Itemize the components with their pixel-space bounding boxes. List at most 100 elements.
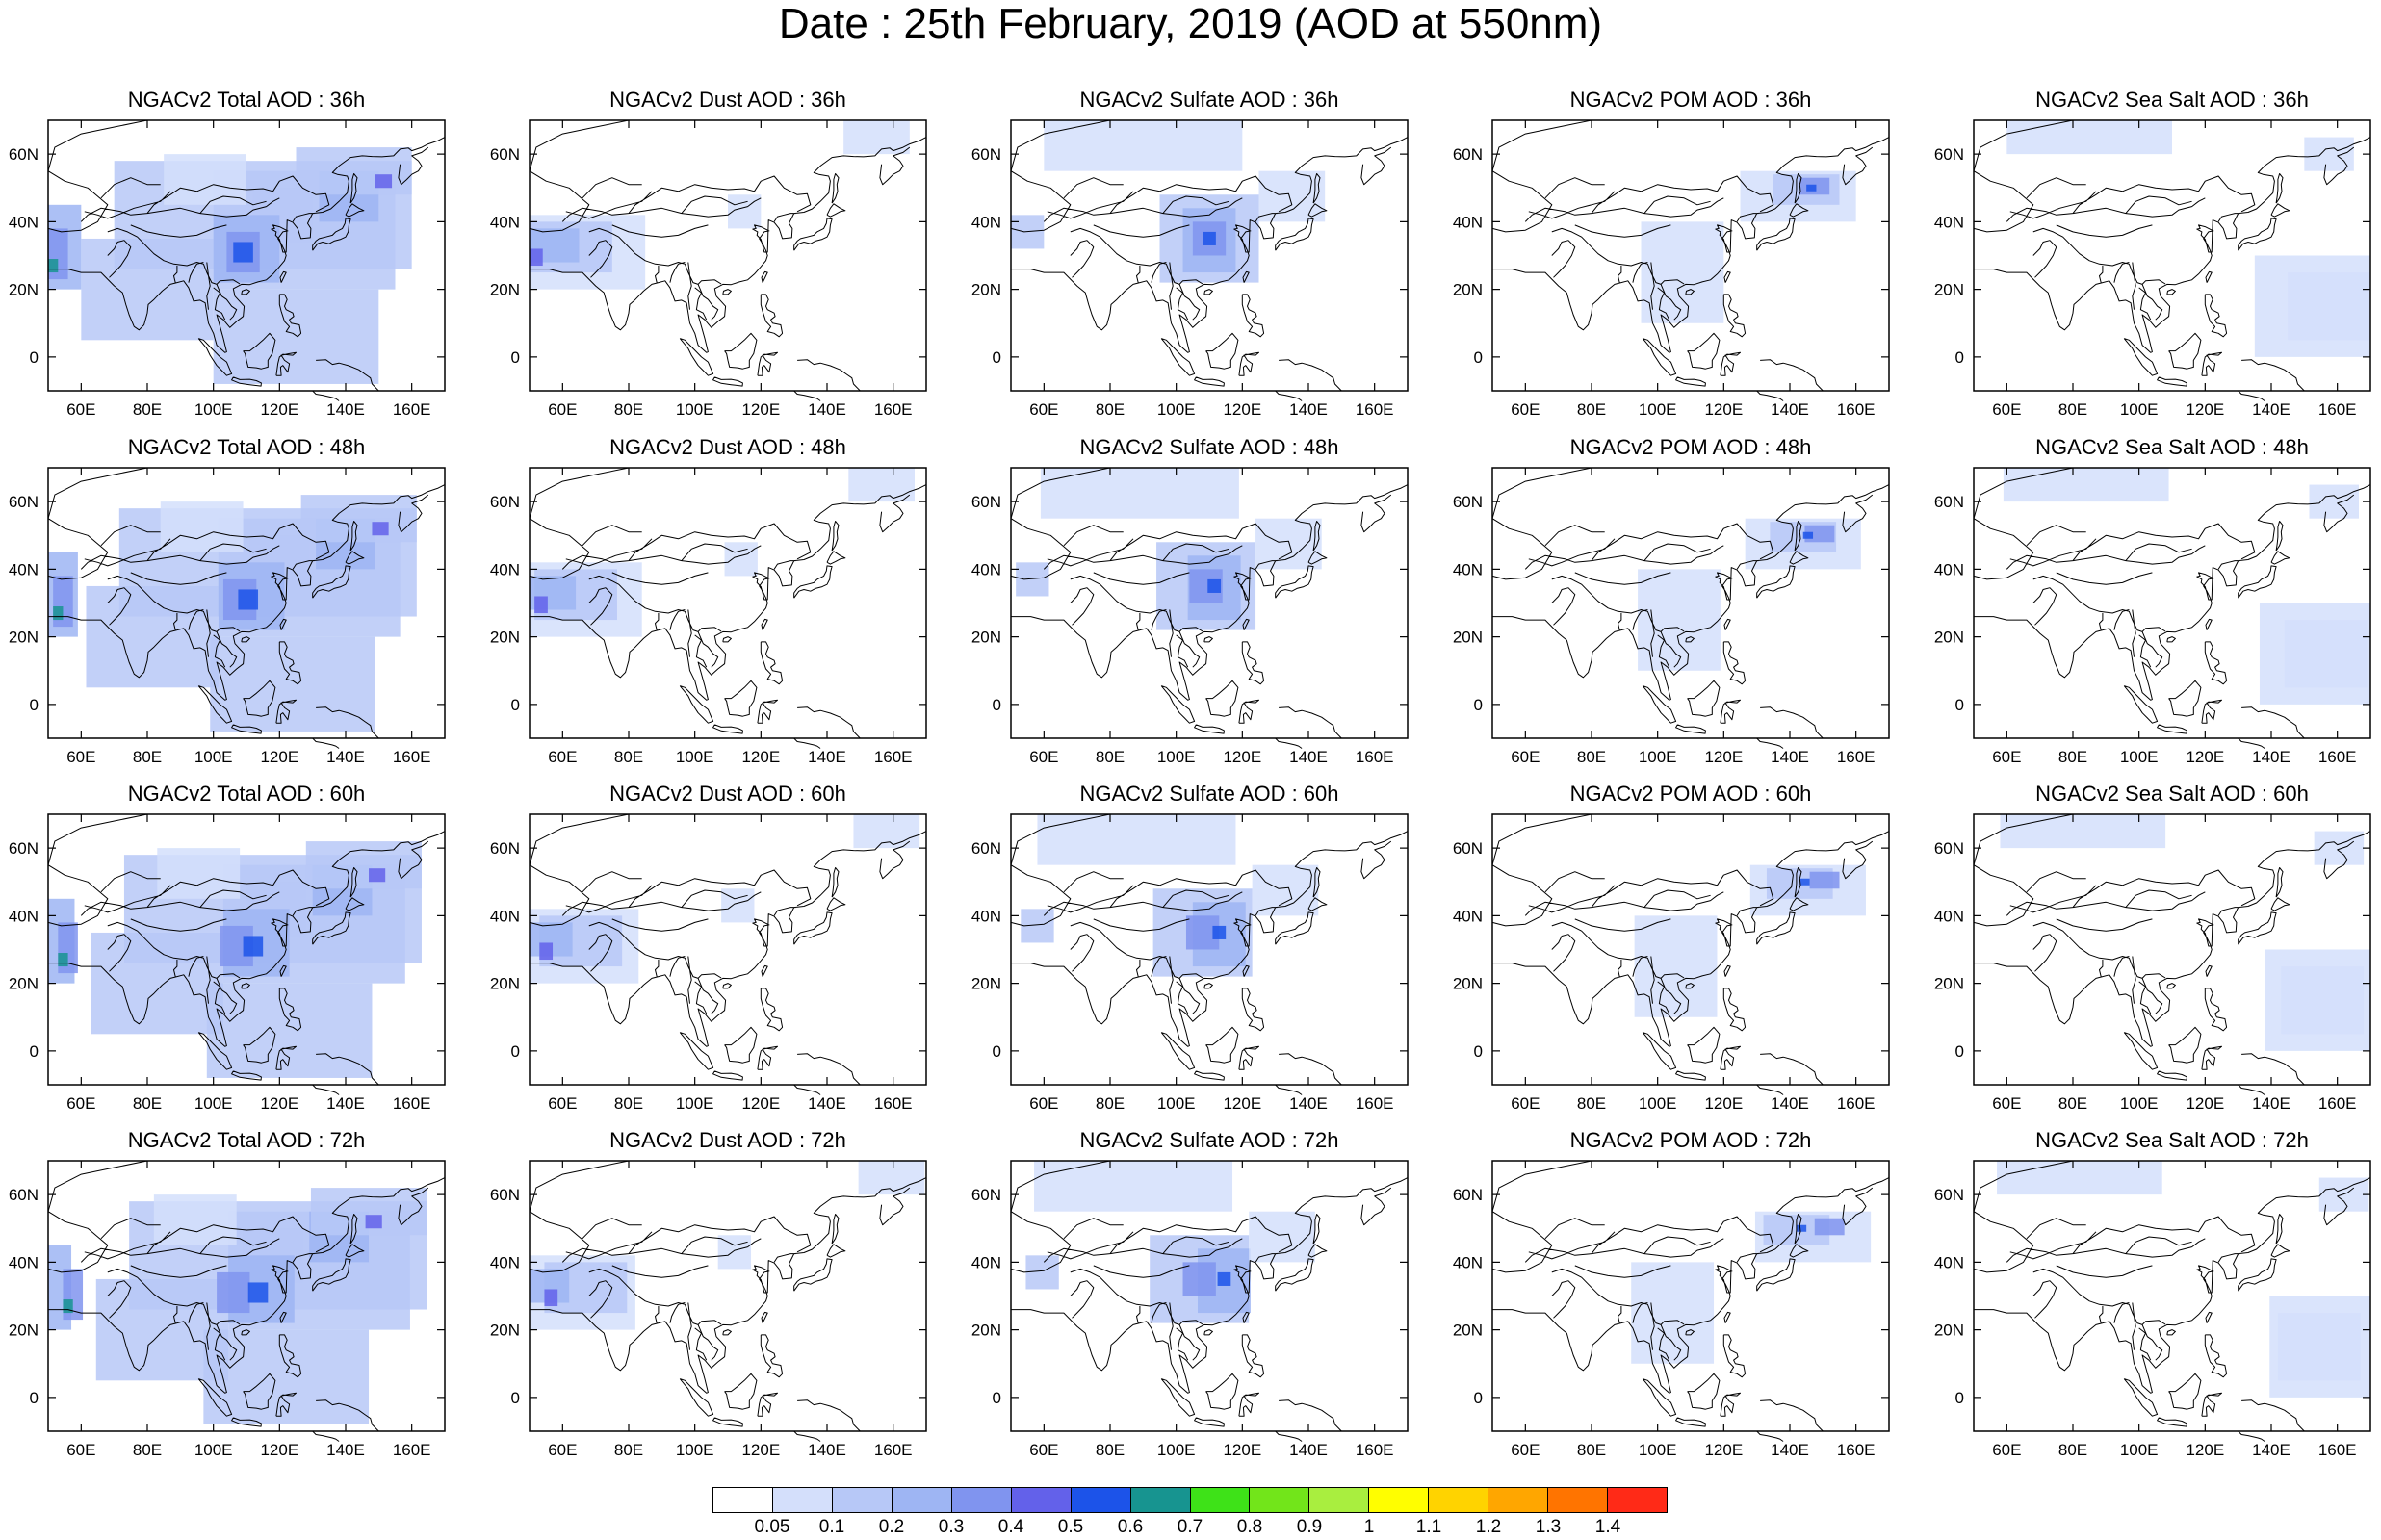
lat-tick-label: 20N	[490, 629, 520, 647]
aod-cell	[243, 936, 264, 957]
panel-title: NGACv2 Sea Salt AOD : 60h	[2035, 782, 2309, 806]
lon-tick-label: 60E	[1992, 1441, 2021, 1459]
panel-title: NGACv2 Dust AOD : 60h	[609, 782, 846, 806]
lat-tick-label: 60N	[1934, 1186, 1964, 1204]
aod-cell	[1207, 578, 1222, 593]
aod-cell	[48, 259, 59, 273]
lon-tick-label: 80E	[614, 748, 643, 766]
lon-tick-label: 100E	[2120, 748, 2159, 766]
map-border	[1973, 813, 2371, 1086]
coastline	[1973, 813, 2371, 1095]
lon-tick-label: 160E	[2318, 1094, 2357, 1113]
lon-tick-label: 140E	[2252, 748, 2290, 766]
lat-tick-label: 40N	[971, 560, 1001, 578]
lon-tick-label: 80E	[1577, 1094, 1606, 1113]
figure-title: Date : 25th February, 2019 (AOD at 550nm…	[778, 0, 1603, 47]
lon-tick-label: 80E	[614, 400, 643, 419]
lon-tick-label: 100E	[676, 400, 714, 419]
map-border	[1010, 119, 1409, 392]
coastline	[1973, 1160, 2371, 1442]
lat-tick-label: 20N	[1453, 629, 1483, 647]
lat-tick-label: 60N	[1934, 839, 1964, 858]
aod-cell	[300, 495, 417, 543]
map-border	[529, 1160, 927, 1432]
panel-title: NGACv2 POM AOD : 48h	[1569, 435, 1812, 459]
lon-tick-label: 140E	[2252, 1441, 2290, 1459]
colorbar-label: 0.8	[1236, 1517, 1263, 1537]
aod-cell	[305, 841, 422, 889]
aod-cell	[95, 1278, 229, 1381]
lon-tick-label: 120E	[1223, 748, 1261, 766]
lat-tick-label: 20N	[971, 975, 1001, 993]
lat-tick-label: 40N	[9, 1253, 39, 1271]
aod-cell	[858, 1161, 925, 1195]
map-border	[47, 1160, 446, 1432]
lon-tick-label: 160E	[1356, 400, 1394, 419]
aod-cell	[1040, 468, 1239, 519]
colorbar-box	[1548, 1488, 1609, 1512]
colorbar-label: 0.7	[1177, 1517, 1203, 1537]
coastline	[529, 119, 927, 401]
panel-title: NGACv2 Sulfate AOD : 48h	[1079, 435, 1339, 459]
aod-map-sulfate-36h: 60E 80E 100E 120E 140E 160E 0 20N 40N 60N	[971, 119, 1409, 419]
lat-tick-label: 0	[511, 1389, 520, 1407]
coastline	[1491, 813, 1890, 1095]
lon-tick-label: 120E	[1704, 748, 1743, 766]
aod-shading	[48, 495, 417, 732]
lat-tick-label: 20N	[971, 1322, 1001, 1340]
panel-title: NGACv2 POM AOD : 36h	[1569, 88, 1812, 112]
aod-shading	[1011, 120, 1326, 283]
aod-cell	[1799, 878, 1810, 886]
lat-tick-label: 0	[993, 696, 1001, 714]
aod-map-total-36h: 60E 80E 100E 120E 140E 160E 0 20N 40N 60N	[9, 119, 446, 419]
panel-title: NGACv2 Sea Salt AOD : 72h	[2035, 1128, 2309, 1152]
lat-tick-label: 60N	[971, 1186, 1001, 1204]
lat-tick-label: 60N	[9, 145, 39, 164]
aod-cell	[210, 636, 375, 732]
panel-title: NGACv2 Sulfate AOD : 60h	[1079, 782, 1339, 806]
lon-tick-label: 100E	[1639, 1441, 1677, 1459]
lon-tick-label: 140E	[326, 1094, 365, 1113]
aod-shading	[530, 468, 915, 637]
aod-cell	[164, 154, 246, 205]
lon-tick-label: 140E	[1771, 748, 1809, 766]
aod-cell	[2284, 620, 2368, 688]
lon-tick-label: 160E	[1837, 1094, 1876, 1113]
lon-tick-label: 120E	[260, 1441, 298, 1459]
colorbar-label: 0.1	[818, 1517, 845, 1537]
aod-map-dust-72h: 60E 80E 100E 120E 140E 160E 0 20N 40N 60N	[490, 1160, 927, 1459]
lat-tick-label: 0	[993, 1042, 1001, 1061]
aod-map-seasalt-36h: 60E 80E 100E 120E 140E 160E 0 20N 40N 60N	[1934, 119, 2371, 419]
aod-cell	[724, 542, 758, 577]
lon-tick-label: 80E	[133, 1441, 162, 1459]
lon-tick-label: 140E	[1771, 400, 1809, 419]
lon-tick-label: 100E	[194, 1094, 233, 1113]
lat-tick-label: 20N	[1934, 1322, 1964, 1340]
lat-tick-label: 40N	[9, 213, 39, 231]
lon-tick-label: 60E	[1029, 1441, 1058, 1459]
lat-tick-label: 0	[1955, 1042, 1964, 1061]
aod-cell	[1203, 231, 1216, 245]
lon-tick-label: 100E	[1157, 1441, 1196, 1459]
colorbar-label: 0.05	[754, 1517, 790, 1537]
aod-cell	[2318, 1177, 2369, 1212]
lon-tick-label: 60E	[1029, 1094, 1058, 1113]
coastline	[529, 813, 927, 1095]
coastline	[1010, 813, 1409, 1095]
panel-title: NGACv2 Sea Salt AOD : 48h	[2035, 435, 2309, 459]
colorbar-box	[1309, 1488, 1370, 1512]
aod-cell	[58, 953, 68, 967]
lon-tick-label: 160E	[874, 748, 913, 766]
panel-title: NGACv2 Sulfate AOD : 72h	[1079, 1128, 1339, 1152]
lon-tick-label: 140E	[1289, 1441, 1328, 1459]
lat-tick-label: 60N	[1453, 1186, 1483, 1204]
colorbar-box	[1071, 1488, 1131, 1512]
lon-tick-label: 60E	[66, 1094, 95, 1113]
aod-cell	[1255, 518, 1322, 570]
coastline	[1010, 119, 1409, 401]
lat-tick-label: 40N	[9, 560, 39, 578]
colorbar-label: 0.3	[938, 1517, 965, 1537]
lon-tick-label: 140E	[808, 1094, 846, 1113]
lon-tick-label: 160E	[1837, 1441, 1876, 1459]
lat-tick-label: 20N	[9, 975, 39, 993]
